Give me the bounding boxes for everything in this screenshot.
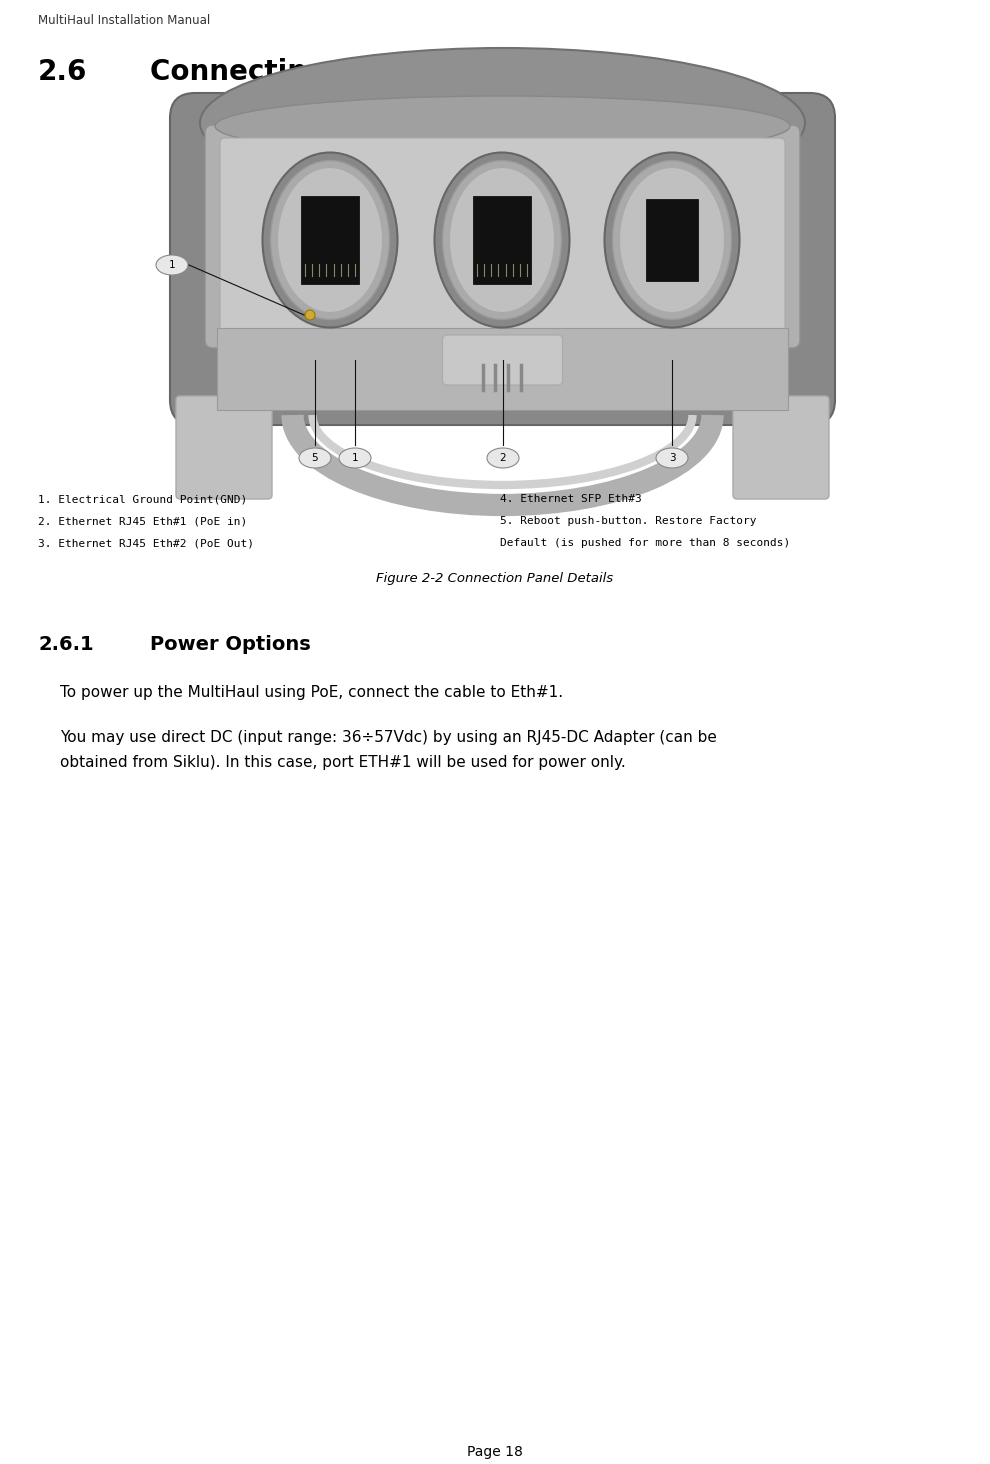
Ellipse shape: [215, 97, 790, 157]
FancyBboxPatch shape: [220, 138, 785, 335]
Text: Page 18: Page 18: [467, 1445, 523, 1460]
Text: 2: 2: [500, 452, 506, 463]
Ellipse shape: [656, 448, 688, 468]
Text: To power up the MultiHaul using PoE, connect the cable to Eth#1.: To power up the MultiHaul using PoE, con…: [60, 685, 563, 700]
Text: 2.6: 2.6: [38, 59, 87, 86]
Text: 2.6.1: 2.6.1: [38, 635, 94, 654]
Ellipse shape: [262, 152, 398, 328]
FancyBboxPatch shape: [646, 199, 698, 281]
Ellipse shape: [270, 161, 389, 319]
Text: 2. Ethernet RJ45 Eth#1 (PoE in): 2. Ethernet RJ45 Eth#1 (PoE in): [38, 515, 248, 526]
Ellipse shape: [605, 152, 740, 328]
Text: Default (is pushed for more than 8 seconds): Default (is pushed for more than 8 secon…: [500, 537, 790, 548]
Ellipse shape: [435, 152, 569, 328]
FancyBboxPatch shape: [443, 335, 562, 385]
Text: 1. Electrical Ground Point(GND): 1. Electrical Ground Point(GND): [38, 493, 248, 504]
Text: 5: 5: [312, 452, 319, 463]
FancyBboxPatch shape: [176, 395, 272, 499]
FancyBboxPatch shape: [473, 196, 531, 284]
Ellipse shape: [613, 161, 732, 319]
Text: 5. Reboot push-button. Restore Factory: 5. Reboot push-button. Restore Factory: [500, 515, 756, 526]
Text: 1: 1: [168, 261, 175, 269]
FancyBboxPatch shape: [170, 94, 835, 425]
Ellipse shape: [443, 161, 561, 319]
FancyBboxPatch shape: [217, 328, 788, 410]
Text: Figure 2-2 Connection Panel Details: Figure 2-2 Connection Panel Details: [376, 572, 614, 586]
Ellipse shape: [620, 167, 725, 312]
Text: 1: 1: [351, 452, 358, 463]
Text: Power Options: Power Options: [150, 635, 311, 654]
Text: You may use direct DC (input range: 36÷57Vdc) by using an RJ45-DC Adapter (can b: You may use direct DC (input range: 36÷5…: [60, 731, 717, 745]
Circle shape: [305, 310, 315, 321]
FancyBboxPatch shape: [301, 196, 359, 284]
Ellipse shape: [449, 167, 554, 312]
Ellipse shape: [487, 448, 519, 468]
FancyBboxPatch shape: [733, 395, 829, 499]
Text: MultiHaul Installation Manual: MultiHaul Installation Manual: [38, 15, 210, 26]
Ellipse shape: [277, 167, 382, 312]
Text: 4. Ethernet SFP Eth#3: 4. Ethernet SFP Eth#3: [500, 493, 642, 504]
Text: 3. Ethernet RJ45 Eth#2 (PoE Out): 3. Ethernet RJ45 Eth#2 (PoE Out): [38, 537, 254, 548]
Ellipse shape: [200, 48, 805, 198]
Text: Connecting the Cables: Connecting the Cables: [150, 59, 502, 86]
Text: obtained from Siklu). In this case, port ETH#1 will be used for power only.: obtained from Siklu). In this case, port…: [60, 755, 626, 770]
FancyBboxPatch shape: [205, 124, 800, 348]
Ellipse shape: [156, 255, 188, 275]
Ellipse shape: [339, 448, 371, 468]
Text: 3: 3: [668, 452, 675, 463]
Ellipse shape: [299, 448, 331, 468]
